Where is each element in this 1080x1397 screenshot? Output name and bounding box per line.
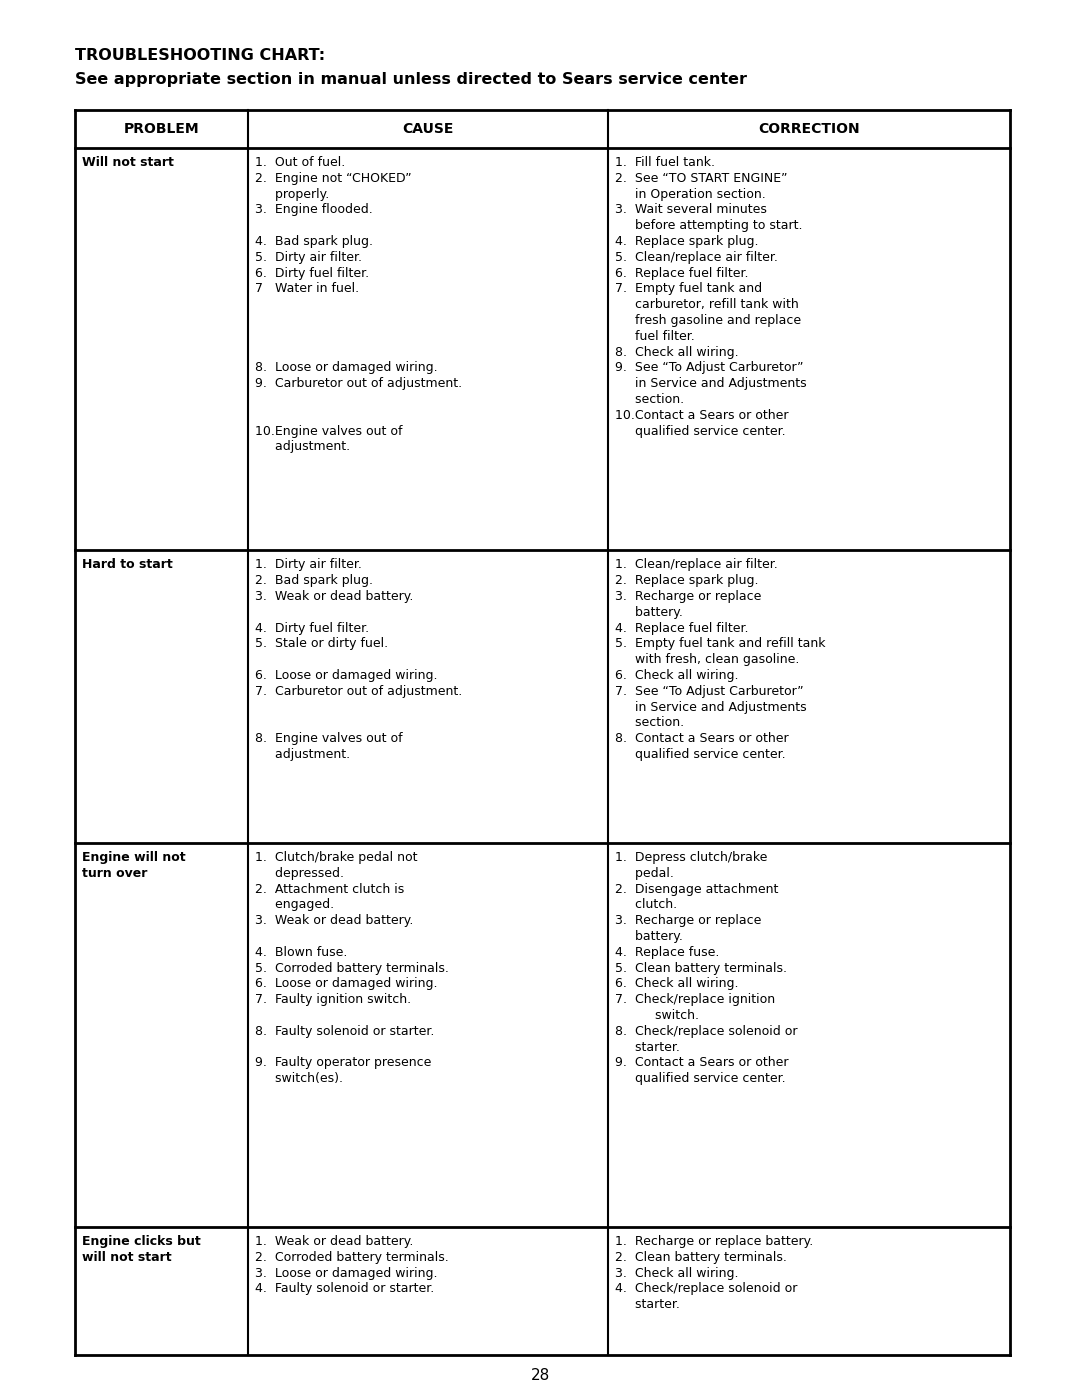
Text: 1.  Depress clutch/brake
     pedal.
2.  Disengage attachment
     clutch.
3.  R: 1. Depress clutch/brake pedal. 2. Diseng… <box>615 851 797 1085</box>
Text: Engine will not
turn over: Engine will not turn over <box>82 851 186 880</box>
Text: Will not start: Will not start <box>82 156 174 169</box>
Text: 1.  Clutch/brake pedal not
     depressed.
2.  Attachment clutch is
     engaged: 1. Clutch/brake pedal not depressed. 2. … <box>255 851 449 1085</box>
Text: Engine clicks but
will not start: Engine clicks but will not start <box>82 1235 201 1264</box>
Text: 1.  Clean/replace air filter.
2.  Replace spark plug.
3.  Recharge or replace
  : 1. Clean/replace air filter. 2. Replace … <box>615 559 825 761</box>
Text: TROUBLESHOOTING CHART:: TROUBLESHOOTING CHART: <box>75 47 325 63</box>
Text: 1.  Dirty air filter.
2.  Bad spark plug.
3.  Weak or dead battery.

4.  Dirty f: 1. Dirty air filter. 2. Bad spark plug. … <box>255 559 462 761</box>
Text: 28: 28 <box>530 1368 550 1383</box>
Text: CAUSE: CAUSE <box>402 122 454 136</box>
Text: PROBLEM: PROBLEM <box>124 122 200 136</box>
Text: Hard to start: Hard to start <box>82 559 173 571</box>
Text: 1.  Fill fuel tank.
2.  See “TO START ENGINE”
     in Operation section.
3.  Wai: 1. Fill fuel tank. 2. See “TO START ENGI… <box>615 156 807 437</box>
Text: See appropriate section in manual unless directed to Sears service center: See appropriate section in manual unless… <box>75 73 747 87</box>
Text: CORRECTION: CORRECTION <box>758 122 860 136</box>
Text: 1.  Weak or dead battery.
2.  Corroded battery terminals.
3.  Loose or damaged w: 1. Weak or dead battery. 2. Corroded bat… <box>255 1235 448 1295</box>
Text: 1.  Recharge or replace battery.
2.  Clean battery terminals.
3.  Check all wiri: 1. Recharge or replace battery. 2. Clean… <box>615 1235 813 1312</box>
Text: 1.  Out of fuel.
2.  Engine not “CHOKED”
     properly.
3.  Engine flooded.

4. : 1. Out of fuel. 2. Engine not “CHOKED” p… <box>255 156 462 454</box>
